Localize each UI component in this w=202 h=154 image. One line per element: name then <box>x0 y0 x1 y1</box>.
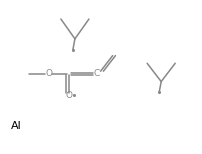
Text: O: O <box>65 91 72 100</box>
Text: C: C <box>94 69 100 78</box>
Text: Al: Al <box>11 121 21 131</box>
Text: O: O <box>45 69 52 78</box>
